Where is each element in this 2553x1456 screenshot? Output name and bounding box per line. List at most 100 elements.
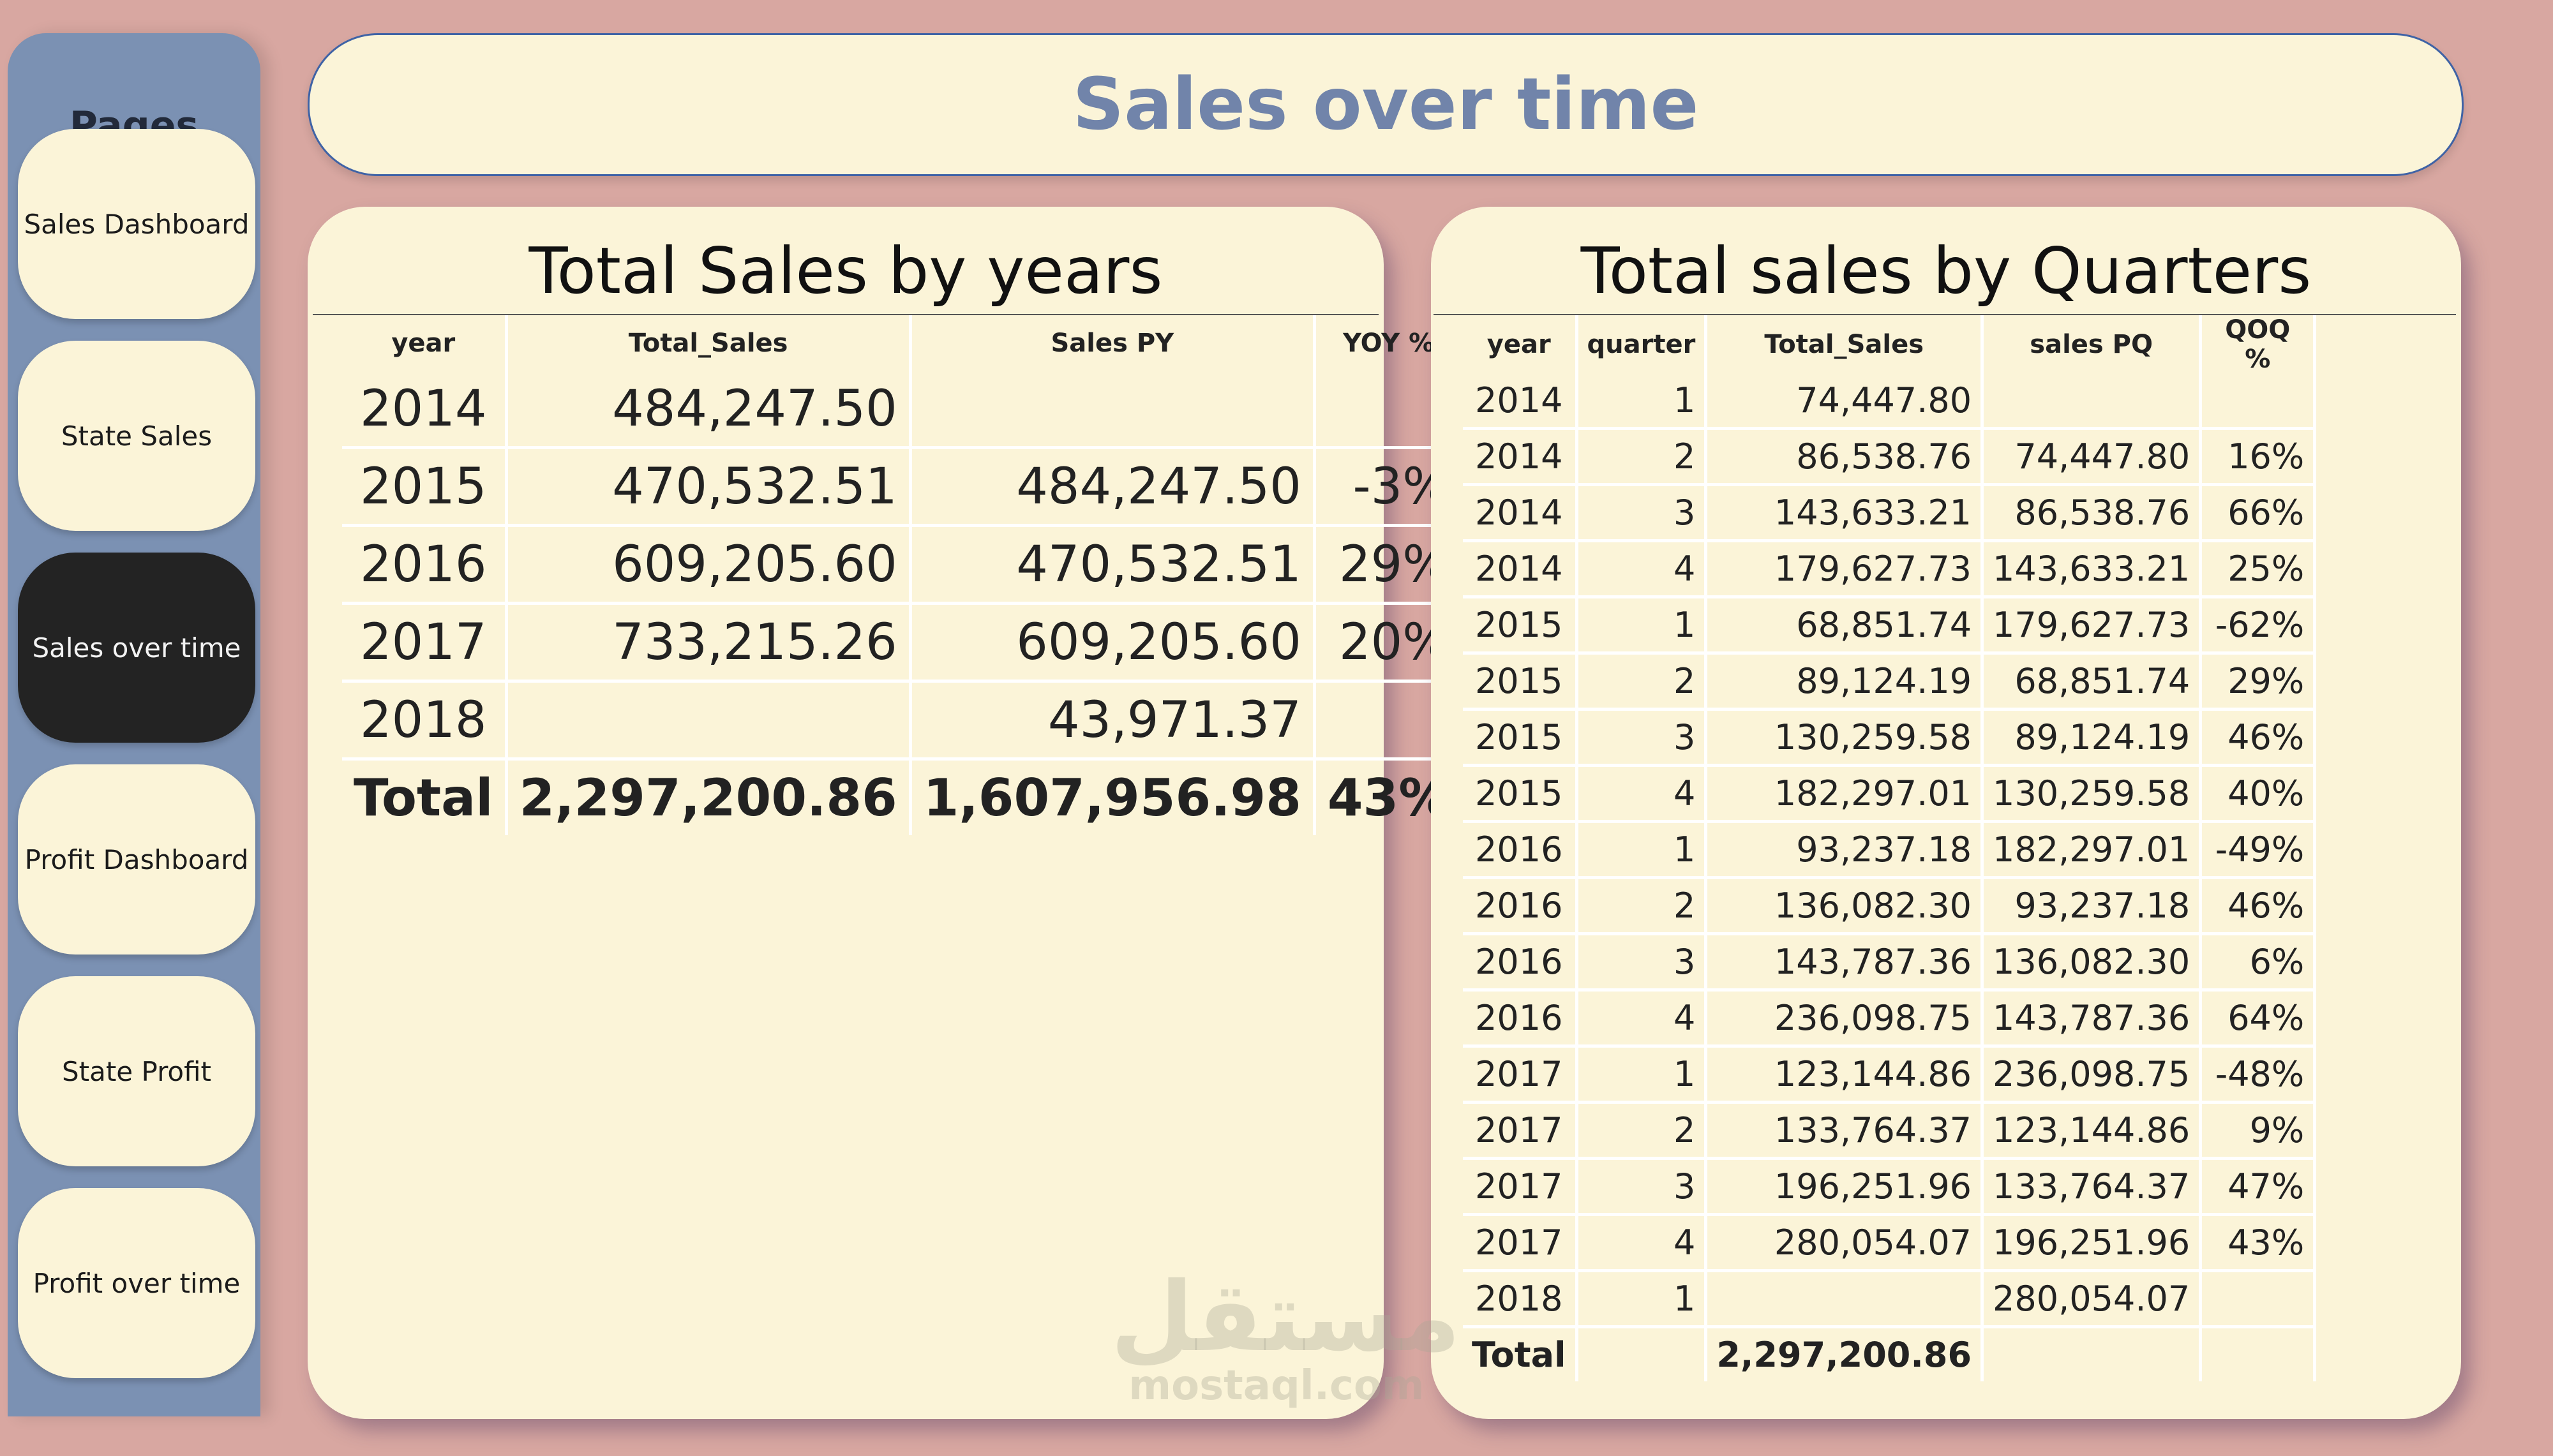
table-row: 2014 484,247.50: [342, 371, 1465, 449]
table-row: 2015 1 68,851.74 179,627.73 -62%: [1463, 597, 2317, 655]
table-row: 2015 4 182,297.01 130,259.58 40%: [1463, 765, 2317, 823]
quarter-cell: 4: [1576, 990, 1708, 1048]
total-sales-total: 2,297,200.86: [506, 759, 912, 835]
sales-pq-cell: 182,297.01: [1982, 821, 2203, 879]
qoq-cell: 29%: [2200, 653, 2317, 711]
quarter-cell: 3: [1576, 709, 1708, 767]
nav-state-profit-button[interactable]: State Profit: [18, 976, 255, 1166]
sales-pq-cell: 236,098.75: [1982, 1046, 2203, 1104]
quarter-cell: 1: [1576, 1270, 1708, 1328]
table-row: 2017 3 196,251.96 133,764.37 47%: [1463, 1158, 2317, 1216]
quarters-col-sales-pq-header[interactable]: sales PQ: [1982, 315, 2203, 374]
year-cell: 2018: [342, 681, 508, 761]
sales-pq-cell: 74,447.80: [1982, 428, 2203, 486]
year-cell: 2018: [1463, 1270, 1578, 1328]
sales-py-cell: 484,247.50: [910, 447, 1316, 527]
year-cell: 2016: [342, 525, 508, 605]
quarter-cell: 1: [1576, 374, 1708, 430]
year-cell: 2017: [1463, 1102, 1578, 1160]
qoq-cell: 64%: [2200, 990, 2317, 1048]
quarter-cell: 3: [1576, 1158, 1708, 1216]
qoq-cell: -62%: [2200, 597, 2317, 655]
sales-pq-cell: 196,251.96: [1982, 1214, 2203, 1272]
years-table: year Total_Sales Sales PY YOY % 2014 484…: [342, 315, 1465, 835]
total-sales-cell: 609,205.60: [506, 525, 912, 605]
quarter-cell: 4: [1576, 765, 1708, 823]
sales-py-total: 1,607,956.98: [910, 759, 1316, 835]
qoq-cell: 9%: [2200, 1102, 2317, 1160]
nav-sales-dashboard-button[interactable]: Sales Dashboard: [18, 129, 255, 319]
qoq-cell: 6%: [2200, 933, 2317, 992]
table-row: 2016 2 136,082.30 93,237.18 46%: [1463, 877, 2317, 935]
table-row: 2014 1 74,447.80: [1463, 374, 2317, 430]
sales-py-cell: [910, 371, 1316, 449]
sales-pq-cell: 93,237.18: [1982, 877, 2203, 935]
qoq-cell: 43%: [2200, 1214, 2317, 1272]
sales-pq-cell: 143,787.36: [1982, 990, 2203, 1048]
table-row: 2016 4 236,098.75 143,787.36 64%: [1463, 990, 2317, 1048]
year-cell: 2014: [1463, 428, 1578, 486]
total-sales-cell: 280,054.07: [1705, 1214, 1984, 1272]
total-sales-cell: 123,144.86: [1705, 1046, 1984, 1104]
qoq-cell: 47%: [2200, 1158, 2317, 1216]
sales-pq-cell: 136,082.30: [1982, 933, 2203, 992]
year-cell: 2017: [1463, 1214, 1578, 1272]
sales-pq-cell: 179,627.73: [1982, 597, 2203, 655]
table-row: 2014 4 179,627.73 143,633.21 25%: [1463, 540, 2317, 598]
total-sales-cell: 733,215.26: [506, 603, 912, 683]
total-sales-cell: 179,627.73: [1705, 540, 1984, 598]
year-cell: 2015: [1463, 709, 1578, 767]
year-cell: 2014: [1463, 540, 1578, 598]
years-panel: Total Sales by years year Total_Sales Sa…: [308, 207, 1465, 1419]
nav-sales-over-time-button[interactable]: Sales over time: [18, 553, 255, 743]
quarters-col-qoq-header[interactable]: QOQ %: [2200, 315, 2317, 374]
total-sales-cell: 484,247.50: [506, 371, 912, 449]
quarter-cell: 3: [1576, 484, 1708, 542]
total-sales-cell: 470,532.51: [506, 447, 912, 527]
quarter-cell: 2: [1576, 1102, 1708, 1160]
year-cell: 2016: [1463, 990, 1578, 1048]
quarters-col-year-header[interactable]: year: [1463, 315, 1578, 374]
quarter-cell: 1: [1576, 821, 1708, 879]
quarters-col-quarter-header[interactable]: quarter: [1576, 315, 1708, 374]
total-sales-cell: 130,259.58: [1705, 709, 1984, 767]
table-row: 2016 3 143,787.36 136,082.30 6%: [1463, 933, 2317, 992]
quarter-cell: 2: [1576, 653, 1708, 711]
sales-pq-cell: 86,538.76: [1982, 484, 2203, 542]
mostaql-watermark: مستقل mostaql.com: [1111, 1262, 1461, 1406]
years-col-total-sales-header[interactable]: Total_Sales: [506, 315, 912, 371]
qoq-cell: 46%: [2200, 877, 2317, 935]
years-panel-title: Total Sales by years: [528, 234, 1163, 308]
quarters-total-row: Total 2,297,200.86: [1463, 1326, 2317, 1381]
year-cell: 2017: [1463, 1046, 1578, 1104]
quarters-panel-divider: [1434, 314, 2456, 315]
quarter-cell: 4: [1576, 540, 1708, 598]
years-total-row: Total 2,297,200.86 1,607,956.98 43%: [342, 759, 1465, 835]
years-col-year-header[interactable]: year: [342, 315, 508, 371]
nav-profit-dashboard-button[interactable]: Profit Dashboard: [18, 764, 255, 955]
total-sales-cell: 68,851.74: [1705, 597, 1984, 655]
quarters-col-total-sales-header[interactable]: Total_Sales: [1705, 315, 1984, 374]
total-sales-cell: [1705, 1270, 1984, 1328]
watermark-arabic: مستقل: [1111, 1262, 1461, 1373]
sales-pq-cell: 68,851.74: [1982, 653, 2203, 711]
nav-state-sales-button[interactable]: State Sales: [18, 341, 255, 531]
quarter-cell: 4: [1576, 1214, 1708, 1272]
year-cell: 2014: [1463, 374, 1578, 430]
year-cell: 2017: [342, 603, 508, 683]
quarter-cell: 1: [1576, 1046, 1708, 1104]
qoq-cell: 46%: [2200, 709, 2317, 767]
sidebar: Pages Sales Dashboard State Sales Sales …: [8, 33, 260, 1416]
nav-profit-over-time-button[interactable]: Profit over time: [18, 1188, 255, 1378]
total-label: Total: [1463, 1326, 1578, 1381]
table-row: 2018 1 280,054.07: [1463, 1270, 2317, 1328]
total-sales-total: 2,297,200.86: [1705, 1326, 1984, 1381]
qoq-cell: [2200, 1270, 2317, 1328]
year-cell: 2017: [1463, 1158, 1578, 1216]
years-col-sales-py-header[interactable]: Sales PY: [910, 315, 1316, 371]
qoq-cell: 40%: [2200, 765, 2317, 823]
quarters-panel-title: Total sales by Quarters: [1580, 234, 2312, 308]
table-row: 2015 2 89,124.19 68,851.74 29%: [1463, 653, 2317, 711]
quarters-panel: Total sales by Quarters year quarter Tot…: [1431, 207, 2461, 1419]
year-cell: 2015: [342, 447, 508, 527]
